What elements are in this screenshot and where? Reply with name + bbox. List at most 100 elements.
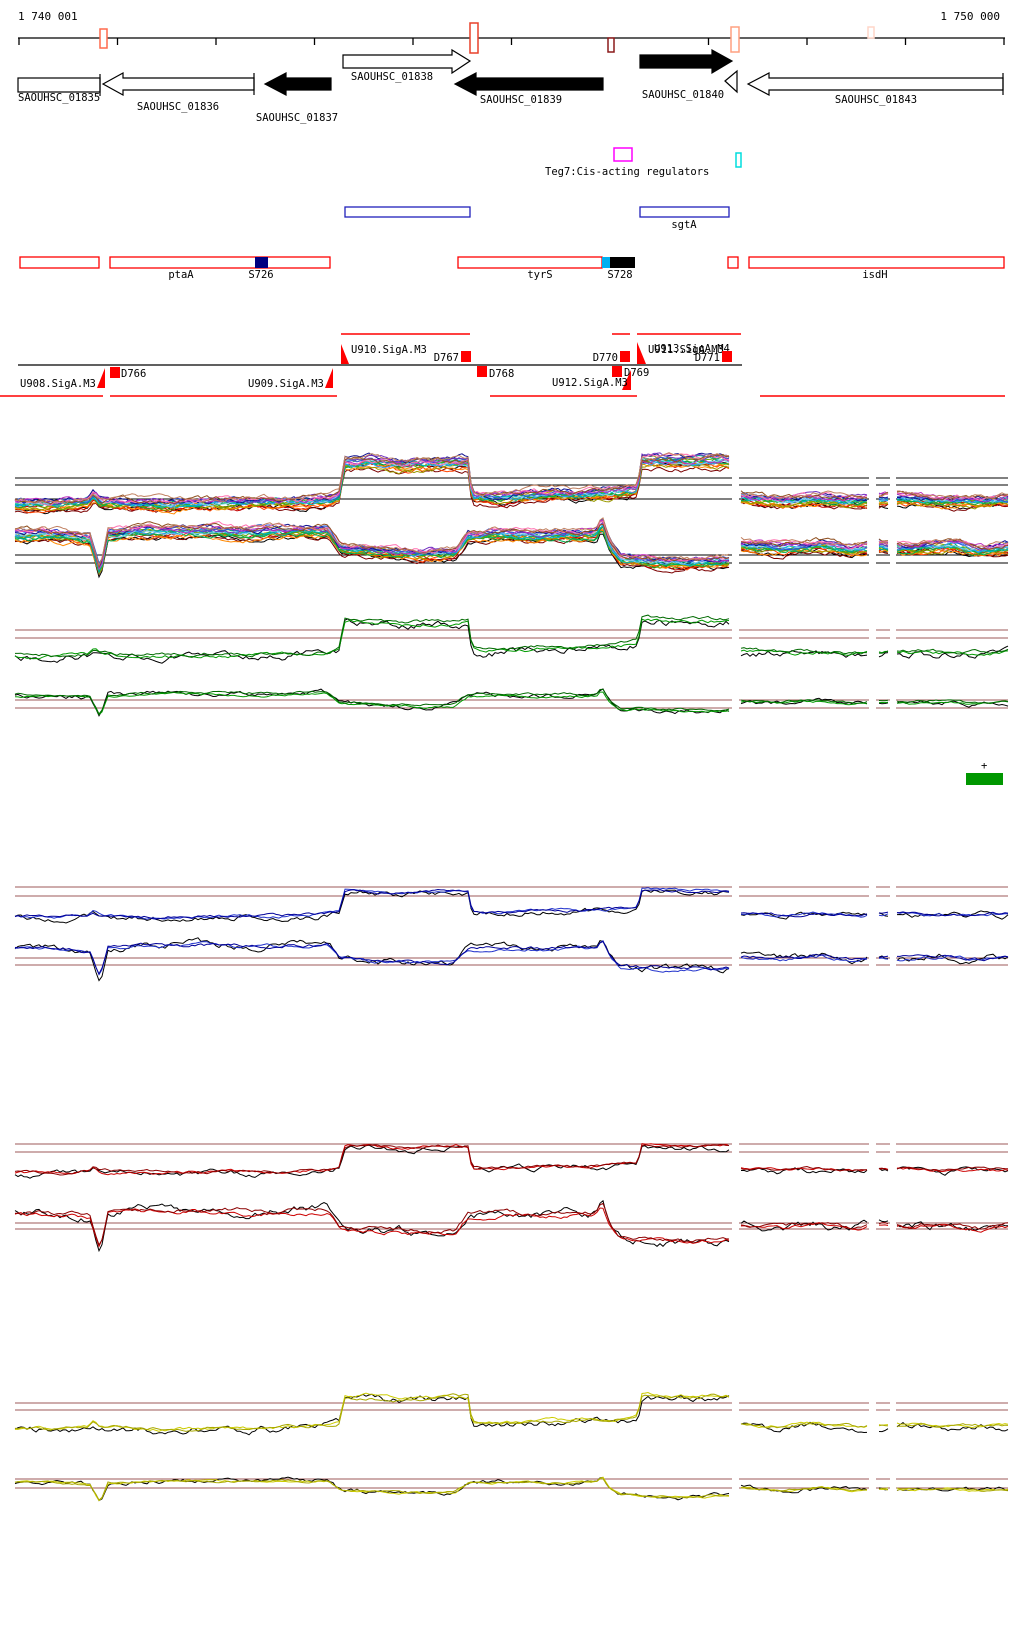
feature-box xyxy=(457,256,603,269)
signal-line xyxy=(896,496,1009,506)
signal-line xyxy=(896,1487,1009,1492)
transcript-unit-label: U912.SigA.M3 xyxy=(552,377,628,389)
plus-strand-legend-label: + xyxy=(981,760,987,772)
signal-line xyxy=(878,492,889,497)
transcript-flag-icon xyxy=(622,370,631,390)
transcript-unit-label: U908.SigA.M3 xyxy=(20,378,96,390)
signal-line xyxy=(896,911,1009,917)
signal-line xyxy=(896,1422,1009,1428)
transcript-flag-icon xyxy=(325,368,333,388)
teg7-regulator-box xyxy=(613,147,633,162)
track-plus-strand xyxy=(14,614,1009,664)
track-minus-strand xyxy=(14,688,1009,717)
signal-line xyxy=(896,1223,1009,1233)
signal-line xyxy=(14,453,730,506)
signal-line xyxy=(878,497,889,501)
gene-label: SAOUHSC_01838 xyxy=(351,71,433,83)
srna-marker xyxy=(620,351,630,362)
srna-label: D766 xyxy=(121,368,146,380)
signal-line xyxy=(896,648,1009,655)
signal-line xyxy=(14,688,730,717)
signal-line xyxy=(878,541,889,545)
gene-label: SAOUHSC_01843 xyxy=(835,94,917,106)
gene-arrow xyxy=(101,71,255,97)
ruler-feature-marker xyxy=(99,28,108,49)
feature-label: isdH xyxy=(862,269,887,281)
signal-line xyxy=(14,618,730,660)
signal-line xyxy=(14,691,730,716)
signal-line xyxy=(878,503,889,506)
track-plus-strand xyxy=(14,1143,1009,1179)
signal-line xyxy=(14,939,730,976)
signal-line xyxy=(878,547,889,551)
signal-line xyxy=(896,500,1009,512)
gene-annotations: SAOUHSC_01835 SAOUHSC_01836 SAOUHSC_01837 S… xyxy=(17,48,1004,124)
signal-line xyxy=(896,1222,1009,1230)
feature-label: ptaA xyxy=(168,269,194,281)
signal-line xyxy=(14,1476,730,1502)
transcript-flag-icon xyxy=(637,342,646,364)
signal-line xyxy=(878,542,889,546)
feature-label: tyrS xyxy=(527,269,552,281)
feature-sub-label: S726 xyxy=(248,269,273,281)
coordinate-end-label: 1 750 000 xyxy=(940,10,1000,23)
feature-box xyxy=(727,256,739,269)
gene-label: SAOUHSC_01839 xyxy=(480,94,562,106)
signal-line xyxy=(878,1219,889,1223)
feature-sub-box xyxy=(255,257,268,268)
gene-arrow xyxy=(342,48,472,75)
plus-strand-legend-swatch xyxy=(966,773,1003,785)
teg7-regulator-label: Teg7:Cis-acting regulators xyxy=(545,166,709,178)
cyan-regulator-box xyxy=(735,152,742,168)
transcript-unit-label: U911.SigA.M3 xyxy=(648,344,724,356)
signal-line xyxy=(14,466,730,514)
feature-sub-label: S728 xyxy=(607,269,632,281)
signal-line xyxy=(740,912,868,918)
signal-line xyxy=(896,1421,1009,1432)
signal-line xyxy=(14,1144,730,1179)
transcript-unit-label: U909.SigA.M3 xyxy=(248,378,324,390)
signal-line xyxy=(878,546,889,551)
signal-line xyxy=(878,538,889,542)
ruler xyxy=(18,22,1005,54)
operon-box xyxy=(344,206,471,218)
signal-line xyxy=(14,452,730,505)
signal-line xyxy=(14,1476,730,1502)
transcript-annotations: U908.SigA.M3 U909.SigA.M3 U910.SigA.M3 U912… xyxy=(0,333,1005,397)
srna-marker xyxy=(477,366,487,377)
srna-label: D768 xyxy=(489,368,514,380)
srna-label: D767 xyxy=(434,352,459,364)
signal-line xyxy=(740,954,868,963)
signal-line xyxy=(740,650,868,658)
signal-line xyxy=(14,458,730,509)
signal-line xyxy=(878,699,889,702)
signal-line xyxy=(14,1207,730,1248)
signal-line xyxy=(878,543,889,547)
signal-line xyxy=(14,937,730,982)
srna-label: D769 xyxy=(624,367,649,379)
strand-legend: + xyxy=(966,760,1003,785)
track-group-condition-blue xyxy=(14,886,1009,982)
signal-line xyxy=(878,503,889,509)
signal-line xyxy=(878,957,889,960)
signal-line xyxy=(15,614,730,658)
signal-line xyxy=(896,645,1009,659)
feature-box xyxy=(748,256,1005,269)
signal-line xyxy=(15,1391,730,1432)
gene-arrow xyxy=(17,77,101,93)
signal-line xyxy=(740,647,868,655)
srna-label: D771 xyxy=(695,352,720,364)
srna-marker xyxy=(110,367,120,378)
signal-line xyxy=(14,888,730,920)
signal-line xyxy=(878,650,889,654)
gene-arrow xyxy=(639,48,734,75)
transcript-unit-label: U913.SigA.M4 xyxy=(654,343,730,355)
signal-line xyxy=(741,1486,868,1492)
signal-line xyxy=(14,940,730,976)
gene-label: SAOUHSC_01837 xyxy=(256,112,338,124)
signal-line xyxy=(878,955,889,958)
operon-boxes: sgtA xyxy=(344,206,730,231)
gene-arrow xyxy=(453,72,604,96)
track-plus-strand xyxy=(14,886,1009,924)
